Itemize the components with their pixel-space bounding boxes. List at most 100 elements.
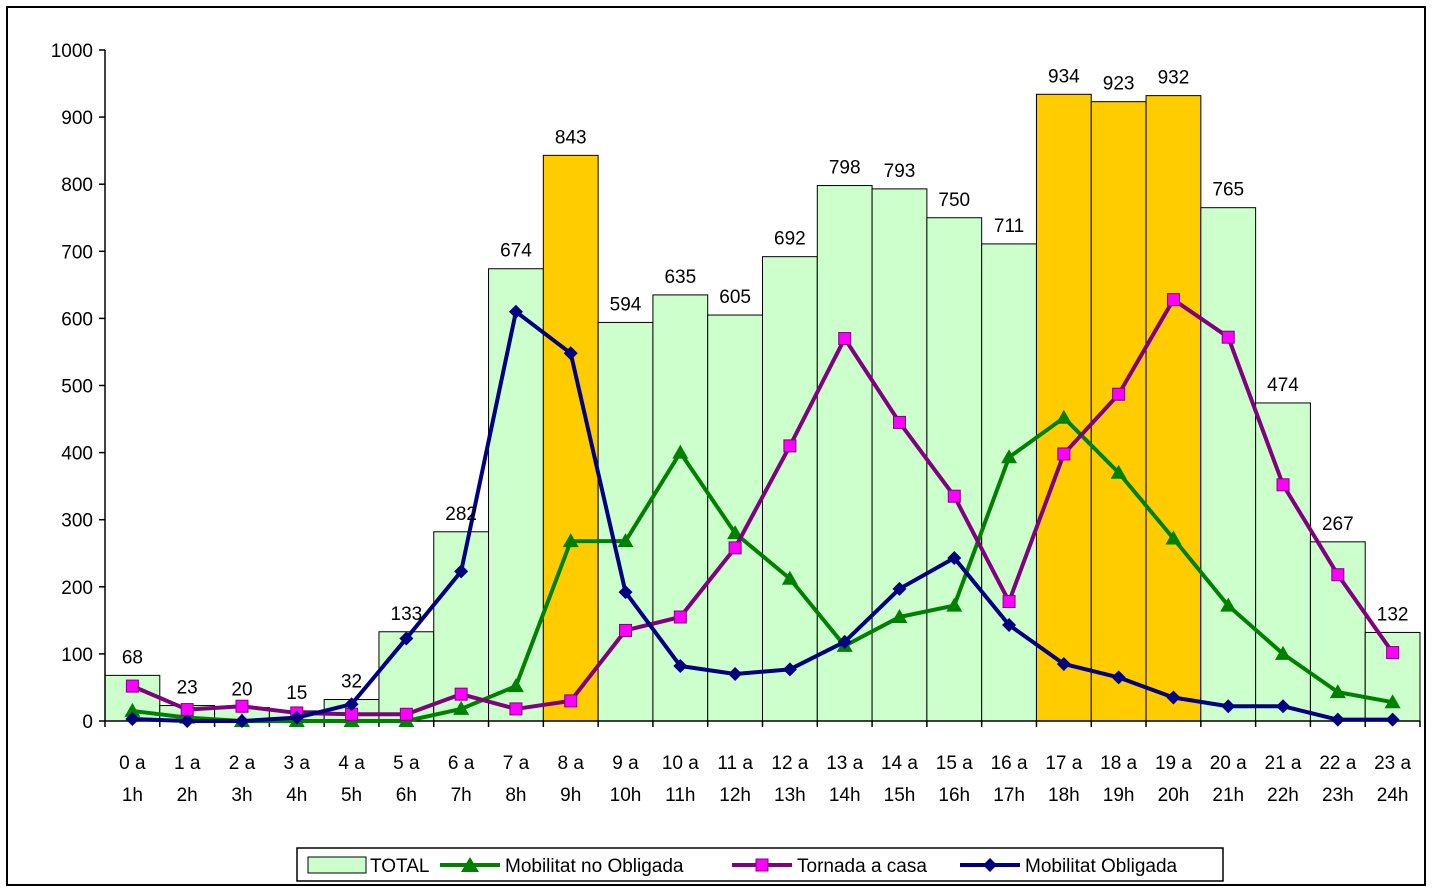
- data-label-total: 765: [1212, 180, 1244, 201]
- x-tick-label-line1: 14 a: [881, 753, 918, 774]
- data-label-total: 692: [774, 229, 806, 250]
- data-label-total: 267: [1322, 514, 1354, 535]
- point-mobilitat-obligada: [618, 585, 633, 600]
- point-mobilitat-no-obligada: [1165, 530, 1182, 545]
- data-label-total: 793: [884, 161, 916, 182]
- data-label-total: 934: [1048, 66, 1080, 87]
- x-tick-label-line1: 5 a: [393, 753, 420, 774]
- x-tick-label-line1: 7 a: [503, 753, 530, 774]
- bar-total-21: [1255, 402, 1311, 722]
- point-mobilitat-no-obligada: [453, 700, 470, 715]
- point-mobilitat-obligada: [289, 710, 304, 725]
- y-tick-label: 400: [61, 444, 93, 465]
- x-tick-label-line1: 8 a: [558, 753, 585, 774]
- point-tornada-a-casa: [509, 702, 523, 716]
- point-tornada-a-casa: [1166, 293, 1180, 307]
- data-label-total: 68: [122, 647, 143, 668]
- x-tick-label-line1: 13 a: [826, 753, 863, 774]
- line-tornada-a-casa: [131, 297, 1395, 717]
- point-mobilitat-no-obligada: [727, 525, 744, 540]
- data-label-total: 133: [391, 604, 423, 625]
- lines-layer: [124, 293, 1401, 728]
- y-tick-label: 800: [61, 175, 93, 196]
- point-mobilitat-no-obligada: [1275, 645, 1292, 660]
- bar-total-13: [816, 185, 873, 722]
- x-tick-label-line2: 17h: [993, 785, 1025, 806]
- y-tick-label: 700: [61, 242, 93, 263]
- data-label-total: 474: [1267, 375, 1299, 396]
- point-tornada-a-casa: [1002, 595, 1016, 609]
- point-mobilitat-no-obligada: [124, 702, 141, 717]
- point-mobilitat-no-obligada: [1055, 409, 1072, 424]
- point-tornada-a-casa: [838, 332, 852, 346]
- point-mobilitat-no-obligada: [672, 444, 689, 459]
- line-mobilitat-no-obligada: [132, 415, 1393, 723]
- point-mobilitat-obligada: [344, 697, 359, 712]
- point-tornada-a-casa: [673, 610, 687, 624]
- legend-label-total: TOTAL: [370, 856, 429, 877]
- bar-total-16: [981, 243, 1037, 722]
- x-tick-label-line2: 20h: [1158, 785, 1190, 806]
- bar-total-11: [707, 314, 763, 722]
- data-label-total: 932: [1158, 68, 1190, 89]
- legend-swatch-mobilitat-obligada: [960, 858, 1020, 872]
- x-tick-label-line1: 23 a: [1374, 753, 1411, 774]
- point-mobilitat-obligada: [782, 662, 797, 677]
- point-mobilitat-obligada: [180, 714, 195, 728]
- data-label-total: 282: [445, 504, 477, 525]
- point-mobilitat-no-obligada: [1220, 597, 1237, 612]
- x-tick-label-line1: 12 a: [771, 753, 808, 774]
- x-tick-label-line1: 20 a: [1210, 753, 1247, 774]
- data-label-total: 798: [829, 158, 861, 179]
- bar-total-17: [1035, 93, 1092, 722]
- bar-total-20: [1200, 207, 1257, 722]
- y-tick-label: 100: [61, 645, 93, 666]
- y-tick-label: 600: [61, 309, 93, 330]
- x-tick-label-line2: 12h: [719, 785, 751, 806]
- x-tick-label-line1: 9 a: [612, 753, 639, 774]
- point-mobilitat-no-obligada: [1110, 464, 1127, 479]
- point-tornada-a-casa: [125, 679, 139, 693]
- point-tornada-a-casa: [947, 489, 961, 503]
- x-tick-label-line1: 19 a: [1155, 753, 1192, 774]
- point-tornada-a-casa: [1331, 568, 1345, 582]
- legend-label-tornada-a-casa: Tornada a casa: [797, 856, 927, 877]
- point-mobilitat-obligada: [892, 581, 907, 596]
- legend: TOTAL Mobilitat no Obligada Tornada a ca…: [296, 847, 1224, 882]
- point-tornada-a-casa: [783, 439, 797, 453]
- point-mobilitat-obligada: [234, 714, 249, 728]
- data-label-total: 594: [610, 294, 642, 315]
- x-tick-label-line2: 23h: [1322, 785, 1354, 806]
- bar-total-9: [597, 321, 654, 722]
- bar-total-7: [488, 268, 544, 722]
- y-tick-label: 500: [61, 377, 93, 398]
- point-tornada-a-casa: [728, 541, 742, 555]
- bar-total-18: [1090, 101, 1147, 722]
- point-tornada-a-casa: [1112, 387, 1126, 401]
- point-tornada-a-casa: [399, 707, 413, 721]
- x-tick-label-line1: 4 a: [338, 753, 365, 774]
- point-mobilitat-obligada: [1385, 712, 1400, 727]
- data-label-total: 711: [994, 216, 1024, 237]
- data-label-total: 674: [500, 241, 532, 262]
- x-tick-label-line2: 16h: [938, 785, 970, 806]
- point-mobilitat-no-obligada: [891, 608, 908, 623]
- data-label-total: 23: [177, 678, 198, 699]
- x-tick-label-line2: 10h: [610, 785, 642, 806]
- point-mobilitat-obligada: [1111, 670, 1126, 685]
- point-mobilitat-no-obligada: [1384, 694, 1401, 709]
- point-mobilitat-obligada: [1276, 699, 1291, 714]
- data-label-total: 923: [1103, 74, 1135, 95]
- point-tornada-a-casa: [180, 703, 194, 717]
- point-mobilitat-obligada: [1330, 712, 1345, 727]
- x-tick-label-line2: 21h: [1212, 785, 1244, 806]
- point-mobilitat-obligada: [1221, 699, 1236, 714]
- data-label-total: 15: [286, 683, 307, 704]
- line-mobilitat-obligada: [132, 309, 1393, 723]
- legend-swatch-tornada-a-casa: [732, 858, 792, 872]
- x-tick-label-line1: 6 a: [448, 753, 475, 774]
- y-tick-label: 300: [61, 511, 93, 532]
- point-tornada-a-casa: [1057, 447, 1071, 461]
- x-tick-label-line1: 22 a: [1319, 753, 1356, 774]
- legend-label-mobilitat-no-obligada: Mobilitat no Obligada: [505, 856, 684, 877]
